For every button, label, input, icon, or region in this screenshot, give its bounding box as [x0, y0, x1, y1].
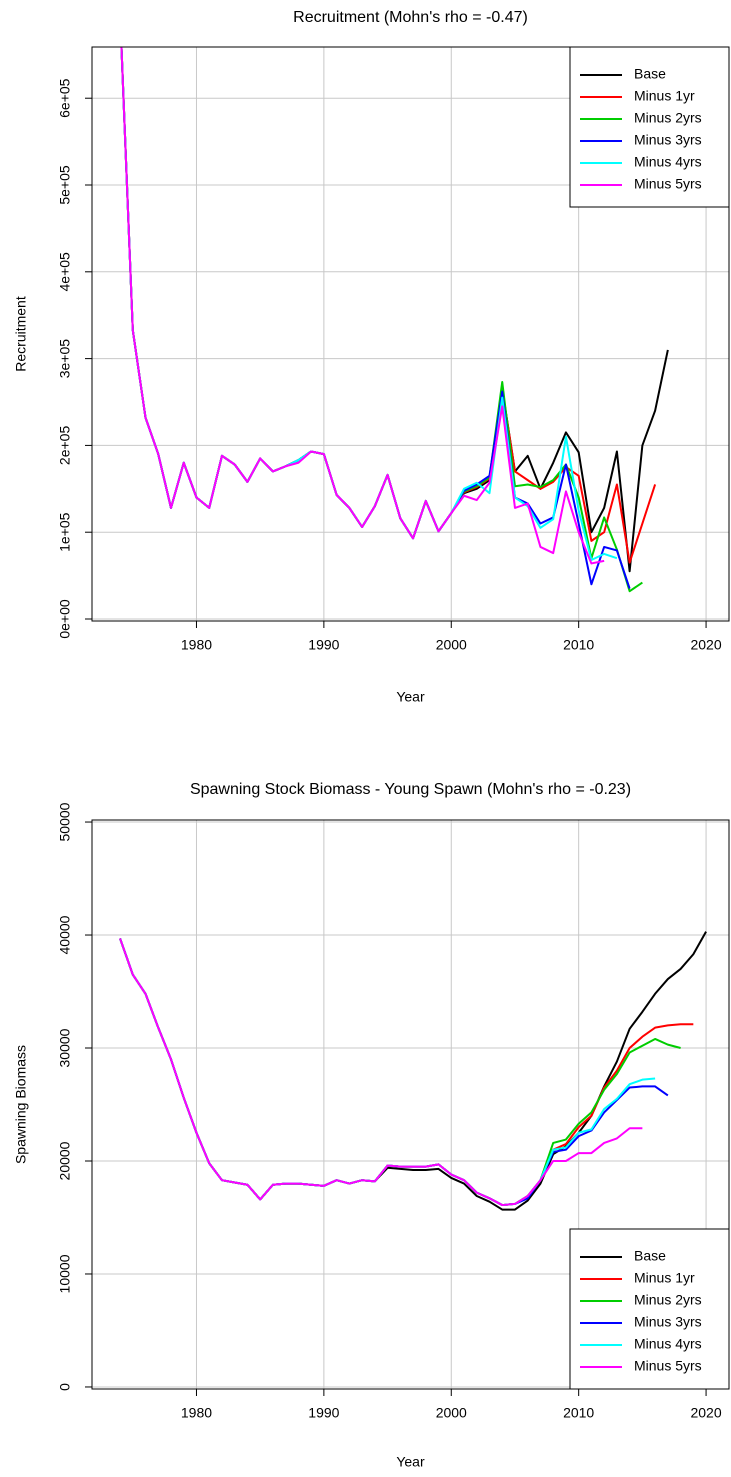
- legend-label: Minus 4yrs: [634, 1336, 702, 1352]
- y-tick-label: 10000: [57, 1254, 73, 1293]
- x-tick-label: 1980: [181, 1405, 212, 1421]
- legend-label: Base: [634, 66, 666, 82]
- legend-label: Base: [634, 1248, 666, 1264]
- y-tick-label: 6e+05: [57, 78, 73, 118]
- y-tick-label: 0: [57, 1383, 73, 1391]
- plot-lines: [119, 931, 707, 1211]
- series-line: [120, 47, 605, 565]
- legend-box: [569, 46, 730, 208]
- x-tick-label: 1990: [308, 637, 339, 653]
- y-tick-label: 20000: [57, 1141, 73, 1180]
- series-line: [119, 938, 669, 1207]
- x-tick-label: 2000: [436, 637, 467, 653]
- y-axis-label: Spawning Biomass: [13, 1045, 29, 1164]
- series-line: [120, 47, 618, 561]
- y-tick-label: 40000: [57, 915, 73, 954]
- x-axis-label: Year: [396, 689, 425, 705]
- x-tick-label: 2020: [690, 637, 721, 653]
- y-tick-label: 1e+05: [57, 512, 73, 552]
- plot-lines: [120, 47, 669, 593]
- y-tick-label: 3e+05: [57, 339, 73, 379]
- y-axis-label: Recruitment: [13, 296, 29, 372]
- legend-label: Minus 3yrs: [634, 1314, 702, 1330]
- y-tick-label: 0e+00: [57, 599, 73, 639]
- chart-title: Recruitment (Mohn's rho = -0.47): [293, 9, 528, 26]
- x-tick-label: 2010: [563, 1405, 594, 1421]
- legend-label: Minus 5yrs: [634, 1358, 702, 1374]
- legend-box: [569, 1228, 730, 1390]
- plot-frame: [91, 46, 730, 622]
- legend-label: Minus 2yrs: [634, 110, 702, 126]
- x-tick-label: 2020: [690, 1405, 721, 1421]
- x-tick-label: 2000: [436, 1405, 467, 1421]
- plot-frame: [91, 819, 730, 1390]
- x-axis-label: Year: [396, 1454, 425, 1470]
- x-tick-label: 2010: [563, 637, 594, 653]
- legend-label: Minus 5yrs: [634, 176, 702, 192]
- series-line: [119, 938, 643, 1207]
- legend-label: Minus 4yrs: [634, 154, 702, 170]
- x-tick-label: 1990: [308, 1405, 339, 1421]
- legend-label: Minus 2yrs: [634, 1292, 702, 1308]
- chart-title: Spawning Stock Biomass - Young Spawn (Mo…: [190, 781, 631, 798]
- y-tick-label: 50000: [57, 802, 73, 841]
- x-tick-label: 1980: [181, 637, 212, 653]
- y-tick-label: 30000: [57, 1028, 73, 1067]
- series-line: [119, 938, 694, 1207]
- y-tick-label: 2e+05: [57, 426, 73, 466]
- legend-label: Minus 1yr: [634, 1270, 695, 1286]
- y-tick-label: 4e+05: [57, 252, 73, 292]
- legend-label: Minus 3yrs: [634, 132, 702, 148]
- y-tick-label: 5e+05: [57, 165, 73, 205]
- legend-label: Minus 1yr: [634, 88, 695, 104]
- series-line: [119, 938, 681, 1207]
